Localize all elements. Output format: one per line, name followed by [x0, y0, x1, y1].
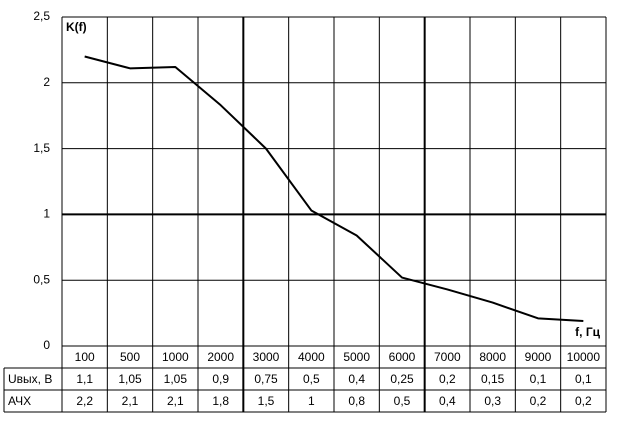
- x-tick-label: 500: [120, 350, 140, 364]
- table-cell: 0,5: [394, 394, 411, 408]
- line-series: [84, 55, 584, 322]
- table-cell: 0,1: [575, 372, 592, 386]
- x-tick-label: 5000: [343, 350, 370, 364]
- table-cell: 1,1: [76, 372, 93, 386]
- y-tick-label: 2,5: [33, 9, 50, 23]
- x-tick-label: 6000: [389, 350, 416, 364]
- table-cell: 0,25: [390, 372, 414, 386]
- x-tick-label: 100: [75, 350, 95, 364]
- table-cell: 0,75: [254, 372, 278, 386]
- table-cell: 2,2: [76, 394, 93, 408]
- table-cell: 0,2: [575, 394, 592, 408]
- x-axis-label: f, Гц: [575, 325, 600, 339]
- x-tick-label: 9000: [525, 350, 552, 364]
- y-tick-label: 2: [43, 75, 50, 89]
- table-cell: 1: [308, 394, 315, 408]
- x-tick-label: 4000: [298, 350, 325, 364]
- table-cell: 0,2: [439, 372, 456, 386]
- table-cell: 0,4: [348, 372, 365, 386]
- table-cell: 1,8: [212, 394, 229, 408]
- x-tick-label: 8000: [479, 350, 506, 364]
- table-cell: 1,5: [258, 394, 275, 408]
- table-cell: 0,1: [530, 372, 547, 386]
- table-cell: 0,2: [530, 394, 547, 408]
- y-tick-label: 0: [43, 338, 50, 352]
- table-cell: 0,8: [348, 394, 365, 408]
- y-tick-label: 1,5: [33, 141, 50, 155]
- x-tick-label: 7000: [434, 350, 461, 364]
- table-cell: 0,9: [212, 372, 229, 386]
- row-label: АЧХ: [8, 394, 31, 408]
- x-tick-label: 1000: [162, 350, 189, 364]
- table-cell: 0,5: [303, 372, 320, 386]
- table-cell: 1,05: [118, 372, 142, 386]
- table-cell: 2,1: [122, 394, 139, 408]
- row-label: Uвых, В: [8, 372, 52, 386]
- table-cell: 0,4: [439, 394, 456, 408]
- table-cell: 0,3: [484, 394, 501, 408]
- table-cell: 0,15: [481, 372, 505, 386]
- x-tick-label: 3000: [253, 350, 280, 364]
- y-axis-label: K(f): [66, 20, 87, 34]
- table-cell: 2,1: [167, 394, 184, 408]
- x-tick-label: 2000: [207, 350, 234, 364]
- y-tick-label: 0,5: [33, 272, 50, 286]
- x-tick-label: 10000: [567, 350, 601, 364]
- table-cell: 1,05: [164, 372, 188, 386]
- y-tick-label: 1: [43, 207, 50, 221]
